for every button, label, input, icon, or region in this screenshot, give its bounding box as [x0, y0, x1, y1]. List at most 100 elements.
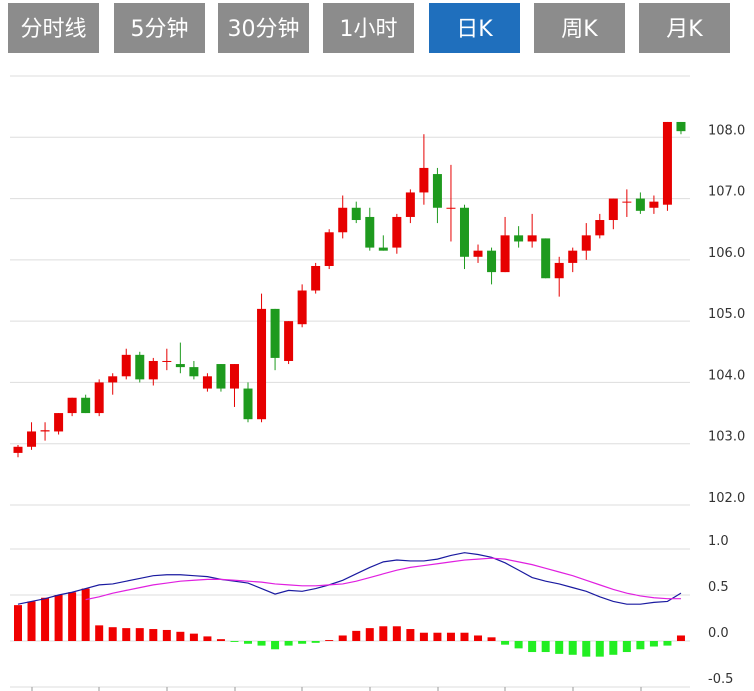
candle-body [135, 354, 145, 380]
macd-bar [379, 626, 388, 641]
tab-label[interactable]: 周K [561, 17, 598, 42]
candle-body [554, 262, 564, 279]
candle-body [351, 207, 361, 221]
y-tick-label: 103.0 [708, 430, 745, 445]
tab-label[interactable]: 30分钟 [228, 17, 300, 42]
candle-body [527, 235, 537, 242]
candle-body [81, 397, 91, 414]
macd-bar [460, 632, 469, 641]
macd-bar [122, 628, 131, 641]
macd-bar [216, 639, 225, 641]
macd-bar [582, 641, 591, 657]
macd-bar [406, 629, 415, 641]
macd-bar [203, 636, 212, 641]
candle-body [405, 192, 415, 217]
macd-bar [541, 641, 550, 653]
macd-bar [135, 628, 144, 641]
macd-bar [81, 588, 90, 641]
candle-body [94, 382, 104, 414]
macd-bar [95, 625, 104, 641]
macd-bar [27, 601, 36, 641]
candle-body [108, 376, 118, 383]
candle-body [608, 198, 618, 221]
macd-bar [446, 632, 455, 641]
candle-body [175, 364, 185, 368]
candle-body [622, 201, 632, 203]
candle-body [487, 250, 497, 273]
macd-bar [528, 641, 537, 653]
candle-body [365, 216, 375, 248]
macd-bar [636, 641, 645, 650]
macd-bar [419, 632, 428, 641]
tab-button[interactable] [218, 3, 309, 53]
candle-body [568, 250, 578, 263]
macd-bar [352, 630, 361, 641]
candle-body [202, 376, 212, 389]
tab-label[interactable]: 1小时 [340, 17, 398, 42]
macd-bar [162, 629, 171, 641]
macd-bar [474, 635, 483, 641]
y-tick-label: 108.0 [708, 123, 745, 138]
macd-bar [257, 641, 266, 646]
y-tick-label: 0.0 [708, 626, 729, 641]
y-tick-label: 105.0 [708, 307, 745, 322]
y-tick-label: 106.0 [708, 246, 745, 261]
macd-bar [284, 641, 293, 646]
candle-body [257, 308, 267, 420]
macd-bar [189, 633, 198, 641]
candle-body [54, 413, 64, 432]
candle-body [392, 216, 402, 248]
y-tick-label: 104.0 [708, 368, 745, 383]
macd-bar [501, 641, 510, 645]
candle-body [446, 207, 456, 209]
macd-bar [68, 592, 77, 641]
candle-body [162, 360, 172, 362]
macd-bar [311, 641, 320, 643]
macd-bar [230, 641, 239, 642]
macd-bar [568, 641, 577, 655]
tab-button[interactable] [114, 3, 205, 53]
candle-body [270, 308, 280, 358]
macd-bar [555, 641, 564, 654]
candle-body [459, 207, 469, 257]
macd-bar [365, 628, 374, 641]
macd-line [17, 552, 682, 605]
candle-body [676, 121, 686, 132]
tab-label[interactable]: 月K [666, 17, 703, 42]
macd-bar [595, 641, 604, 657]
candle-body [473, 250, 483, 257]
macd-bar [176, 631, 185, 641]
tab-button[interactable] [534, 3, 625, 53]
candle-body [229, 364, 239, 389]
macd-line [85, 557, 681, 601]
tab-button[interactable] [8, 3, 99, 53]
candle-body [595, 220, 605, 236]
candle-body [662, 121, 672, 205]
candle-body [541, 238, 551, 279]
y-tick-label: -0.5 [708, 672, 733, 687]
macd-bar [298, 641, 307, 644]
candle-body [40, 430, 50, 432]
candle-body [378, 247, 388, 251]
candle-body [297, 290, 307, 325]
macd-bar [271, 641, 280, 650]
candle-body [635, 198, 645, 211]
macd-bar [487, 637, 496, 641]
tab-button[interactable] [429, 3, 520, 53]
candle-body [284, 321, 294, 361]
tab-label[interactable]: 分时线 [20, 17, 86, 42]
candle-body [148, 360, 158, 380]
macd-bar [108, 627, 117, 641]
macd-bar [392, 626, 401, 641]
tab-button[interactable] [639, 3, 730, 53]
candle-body [338, 207, 348, 233]
candle-body [500, 235, 510, 273]
tab-label[interactable]: 5分钟 [131, 17, 189, 42]
candle-body [432, 174, 442, 208]
tab-button[interactable] [323, 3, 414, 53]
macd-bar [676, 635, 685, 641]
macd-bar [325, 640, 334, 641]
y-tick-label: 102.0 [708, 491, 745, 506]
tab-label[interactable]: 日K [456, 17, 493, 42]
